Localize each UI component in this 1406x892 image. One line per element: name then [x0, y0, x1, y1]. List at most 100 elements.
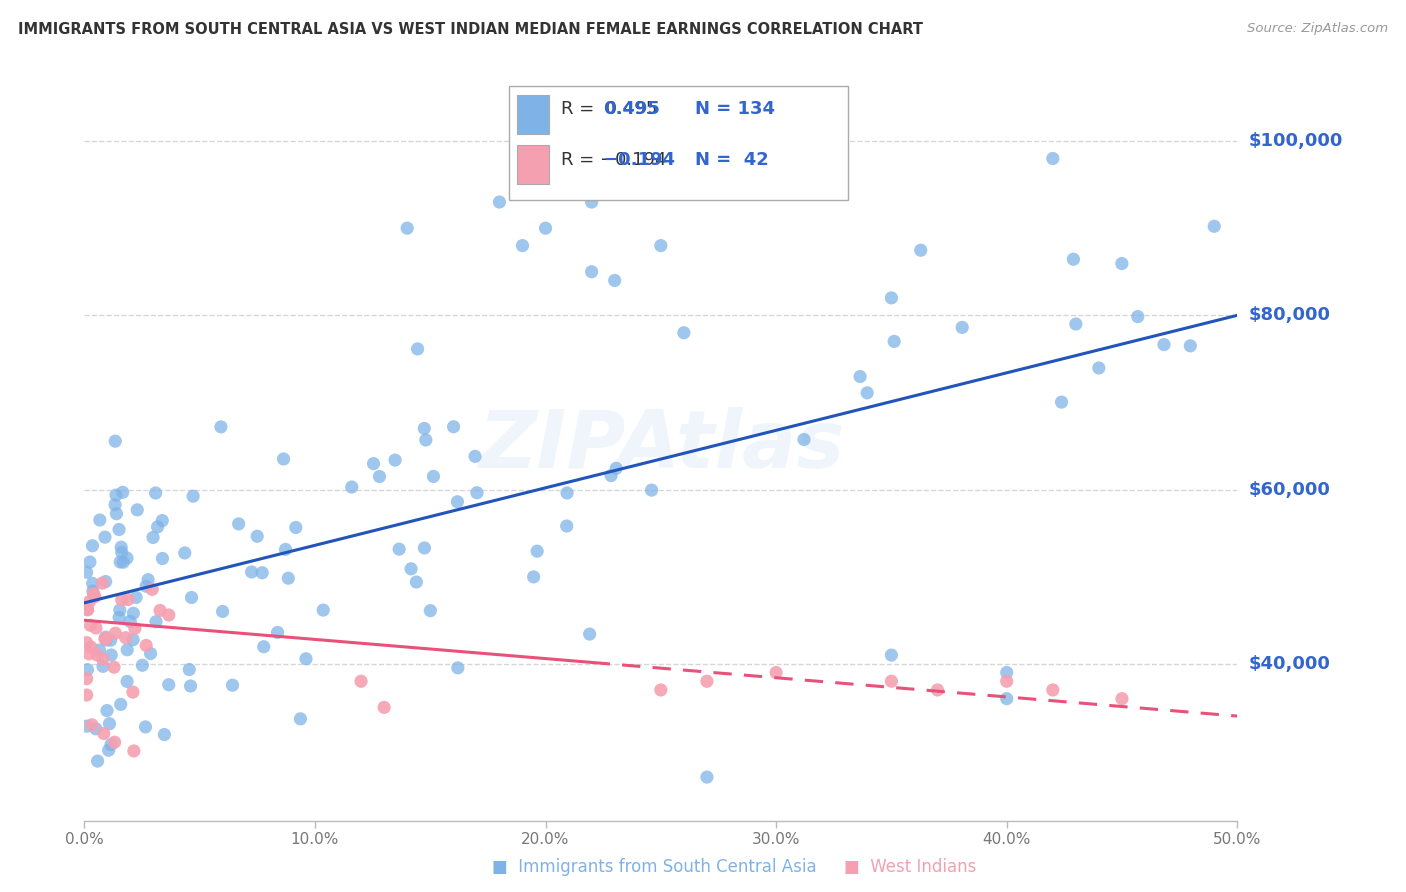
Point — [173, 546, 195, 560]
Point — [80, 640, 103, 654]
Point — [104, 626, 127, 640]
Point — [76, 672, 98, 686]
Point — [211, 605, 233, 619]
Point — [180, 679, 202, 693]
Point — [124, 621, 146, 635]
Text: N = 134: N = 134 — [696, 100, 775, 118]
Point — [950, 320, 973, 334]
Point — [94, 632, 117, 646]
Point — [89, 643, 111, 657]
Point — [136, 573, 159, 587]
Point — [880, 291, 903, 305]
Point — [125, 591, 148, 605]
Point — [108, 603, 131, 617]
Point — [76, 602, 98, 616]
Point — [122, 685, 145, 699]
Point — [105, 507, 128, 521]
Point — [96, 632, 118, 646]
Point — [97, 743, 120, 757]
Point — [290, 712, 312, 726]
Point — [415, 433, 437, 447]
Point — [1180, 339, 1202, 353]
Point — [93, 726, 115, 740]
Point — [79, 555, 101, 569]
Point — [76, 566, 98, 580]
Point — [578, 627, 600, 641]
Point — [145, 486, 167, 500]
Point — [883, 334, 905, 349]
Point — [157, 678, 180, 692]
Point — [79, 618, 101, 632]
Point — [605, 461, 627, 475]
Point — [405, 575, 427, 590]
Point — [284, 520, 307, 534]
Text: R = −0.194: R = −0.194 — [561, 151, 666, 169]
Point — [373, 700, 395, 714]
Point — [108, 523, 131, 537]
Point — [581, 195, 603, 210]
Point — [1111, 691, 1133, 706]
Point — [86, 754, 108, 768]
Point — [555, 519, 578, 533]
Point — [581, 265, 603, 279]
Point — [368, 469, 391, 483]
Point — [1062, 252, 1084, 267]
Point — [273, 452, 295, 467]
Point — [927, 682, 949, 697]
Text: IMMIGRANTS FROM SOUTH CENTRAL ASIA VS WEST INDIAN MEDIAN FEMALE EARNINGS CORRELA: IMMIGRANTS FROM SOUTH CENTRAL ASIA VS WE… — [18, 22, 924, 37]
Point — [277, 571, 299, 585]
Point — [96, 704, 118, 718]
Point — [100, 738, 122, 752]
Point — [134, 720, 156, 734]
Point — [274, 542, 297, 557]
Point — [650, 238, 672, 252]
Point — [104, 434, 127, 449]
Text: $60,000: $60,000 — [1249, 481, 1330, 499]
Point — [240, 565, 263, 579]
Point — [849, 369, 872, 384]
Point — [152, 551, 174, 566]
Point — [640, 483, 662, 497]
Point — [79, 595, 101, 609]
Text: $80,000: $80,000 — [1249, 306, 1330, 325]
Point — [413, 421, 436, 435]
Point — [122, 606, 145, 620]
Point — [488, 195, 510, 210]
Point — [1050, 395, 1073, 409]
Point — [91, 659, 114, 673]
Point — [910, 243, 932, 257]
Point — [145, 615, 167, 629]
Text: ■  Immigrants from South Central Asia: ■ Immigrants from South Central Asia — [492, 858, 817, 876]
Point — [76, 603, 98, 617]
Point — [110, 698, 132, 712]
Point — [139, 647, 162, 661]
Point — [149, 603, 172, 617]
Point — [115, 642, 138, 657]
Point — [465, 485, 488, 500]
Point — [100, 633, 122, 648]
Text: −0.194: −0.194 — [603, 151, 675, 169]
Point — [295, 652, 318, 666]
Point — [180, 591, 202, 605]
Text: N =  42: N = 42 — [696, 151, 769, 169]
Point — [89, 513, 111, 527]
Point — [446, 495, 468, 509]
Point — [86, 648, 108, 662]
Point — [142, 531, 165, 545]
Point — [1126, 310, 1149, 324]
Point — [157, 607, 180, 622]
Point — [103, 660, 125, 674]
Point — [880, 648, 903, 662]
Point — [103, 735, 125, 749]
Point — [100, 648, 122, 662]
Point — [422, 469, 444, 483]
Point — [122, 744, 145, 758]
Point — [150, 514, 173, 528]
FancyBboxPatch shape — [517, 95, 548, 134]
Point — [1111, 256, 1133, 270]
FancyBboxPatch shape — [509, 87, 848, 200]
Point — [179, 663, 201, 677]
Point — [84, 722, 107, 736]
Point — [995, 691, 1018, 706]
Point — [464, 450, 486, 464]
